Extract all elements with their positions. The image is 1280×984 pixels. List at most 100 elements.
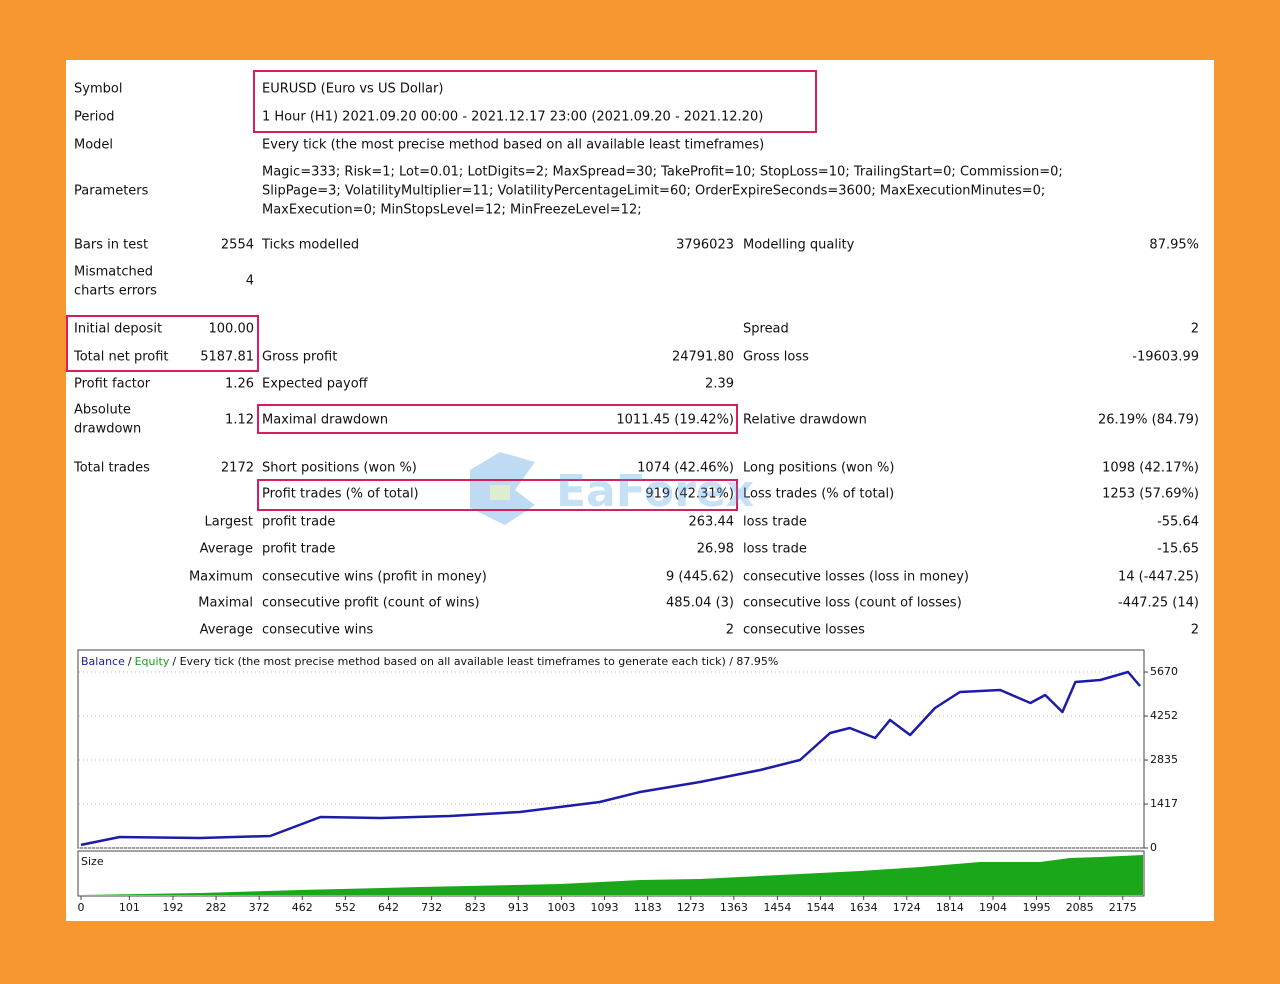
x-tick-label: 1003 [547,901,575,914]
field-label: Average [200,542,253,557]
chart-description: / Every tick (the most precise method ba… [172,655,778,668]
legend-balance: Balance [81,655,125,668]
field-text: MaxExecution=0; MinStopsLevel=12; MinFre… [262,203,642,218]
field-label: Spread [743,322,789,337]
field-value: -15.65 [1157,542,1199,557]
field-value: 263.44 [689,515,735,530]
x-tick-label: 1454 [763,901,791,914]
field-label: Ticks modelled [261,238,359,253]
field-value: 2172 [221,461,254,476]
field-label: Absolute [74,403,131,418]
x-tick-label: 1544 [807,901,835,914]
field-label: Short positions (won %) [262,461,417,476]
field-label: profit trade [262,515,335,530]
field-value: 2 [1191,322,1199,337]
watermark: EaForex [556,466,754,517]
field-label: Expected payoff [262,377,369,392]
x-tick-label: 1273 [677,901,705,914]
field-label: Maximum [189,570,253,585]
x-tick-label: 552 [335,901,356,914]
x-tick-label: 913 [508,901,529,914]
watermark-logo [470,452,535,525]
highlight-box [257,479,738,511]
y-tick-label: 1417 [1150,797,1178,810]
x-tick-label: 1634 [850,901,878,914]
field-value: 919 (42.31%) [645,487,734,502]
y-tick-label: 2835 [1150,753,1178,766]
y-tick-label: 5670 [1150,665,1178,678]
field-label: Initial deposit [74,322,162,337]
x-tick-label: 101 [119,901,140,914]
size-area [79,855,1143,895]
field-label: Period [74,110,115,125]
field-label: consecutive losses [743,623,865,638]
x-tick-label: 732 [421,901,442,914]
field-value: 2 [1191,623,1199,638]
x-tick-label: 192 [162,901,183,914]
field-value: 2.39 [705,377,734,392]
x-tick-label: 642 [378,901,399,914]
field-label: Relative drawdown [743,413,867,428]
field-value: 100.00 [209,322,255,337]
field-value: 485.04 (3) [666,596,734,611]
x-tick-label: 1093 [591,901,619,914]
field-text: 1 Hour (H1) 2021.09.20 00:00 - 2021.12.1… [262,110,763,125]
field-text: Magic=333; Risk=1; Lot=0.01; LotDigits=2… [262,165,1063,180]
highlight-box [253,70,817,133]
field-label: Mismatched [74,265,153,280]
balance-line [80,670,1141,847]
field-text: SlipPage=3; VolatilityMultiplier=11; Vol… [262,184,1045,199]
field-label: Total trades [73,461,150,476]
field-label: Loss trades (% of total) [743,487,894,502]
field-value: 4 [246,274,254,289]
x-tick-label: 1363 [720,901,748,914]
field-label: charts errors [74,284,157,299]
field-label: loss trade [743,542,807,557]
x-tick-label: 1814 [936,901,964,914]
field-value: 1.12 [225,413,254,428]
field-value: 3796023 [676,238,734,253]
field-label: Symbol [74,82,122,97]
field-value: 87.95% [1149,238,1199,253]
legend-separator: / [128,655,132,668]
field-value: -19603.99 [1132,350,1199,365]
highlight-box [66,315,259,372]
field-value: 26.98 [697,542,734,557]
field-label: loss trade [743,515,807,530]
field-label: Bars in test [74,238,148,253]
field-label: Modelling quality [743,238,855,253]
field-value: 1.26 [225,377,254,392]
field-value: 9 (445.62) [666,570,734,585]
field-label: Gross loss [743,350,809,365]
field-value: 1074 (42.46%) [637,461,734,476]
field-label: Largest [205,515,253,530]
field-label: Maximal drawdown [262,413,388,428]
field-value: 1011.45 (19.42%) [616,413,734,428]
field-label: consecutive wins (profit in money) [262,570,487,585]
field-value: 5187.81 [200,350,254,365]
field-label: consecutive loss (count of losses) [743,596,962,611]
x-tick-label: 462 [292,901,313,914]
field-text: Every tick (the most precise method base… [262,138,764,153]
field-label: Average [200,623,253,638]
field-value: 26.19% (84.79) [1098,413,1199,428]
x-tick-label: 1724 [893,901,921,914]
x-tick-label: 2175 [1109,901,1137,914]
field-label: Long positions (won %) [743,461,894,476]
x-tick-label: 0 [78,901,85,914]
field-label: profit trade [262,542,335,557]
field-label: Model [74,138,113,153]
field-label: Gross profit [262,350,337,365]
field-value: 24791.80 [672,350,734,365]
legend-equity: Equity [135,655,170,668]
size-label: Size [81,855,104,868]
field-label: Profit trades (% of total) [262,487,419,502]
field-label: consecutive losses (loss in money) [743,570,969,585]
x-tick-label: 1904 [979,901,1007,914]
field-value: -55.64 [1157,515,1199,530]
x-tick-label: 372 [249,901,270,914]
field-value: 2 [726,623,734,638]
field-label: Maximal [198,596,253,611]
